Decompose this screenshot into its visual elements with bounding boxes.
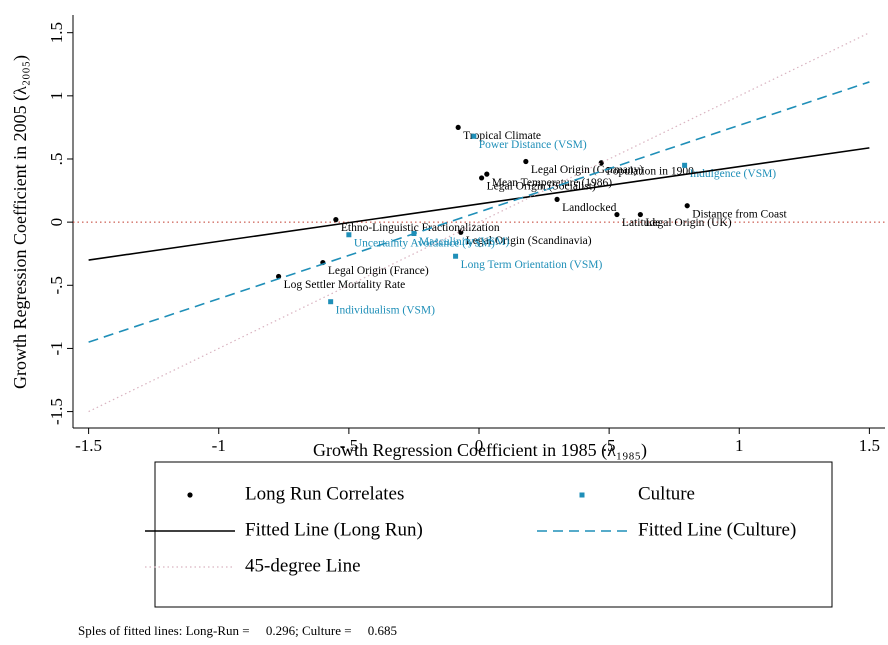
point-label: Log Settler Mortality Rate [284, 279, 406, 291]
point-label: Legal Origin (Socialist) [487, 181, 596, 193]
point [479, 175, 485, 181]
y-tick-label: 1.5 [47, 22, 66, 43]
point [328, 299, 334, 305]
legend-swatch [187, 492, 193, 498]
point-label: Legal Origin (UK) [645, 217, 731, 229]
point-label: Indulgence (VSM) [690, 168, 777, 180]
point [554, 196, 560, 202]
point [458, 229, 464, 235]
point-label: Ethno-Linguistic Fractionalization [341, 222, 500, 234]
x-tick-label: 1 [735, 436, 744, 455]
point [455, 124, 461, 131]
point-label: Legal Origin (Scandinavia) [466, 235, 592, 247]
y-axis-title: Growth Regression Coefficient in 2005 (λ… [10, 55, 31, 389]
point [598, 160, 604, 166]
y-tick-label: -1.5 [47, 398, 66, 425]
point-label: Latitude [622, 217, 660, 229]
point [684, 203, 690, 209]
point [614, 211, 620, 218]
x-tick-label: 1.5 [859, 436, 880, 455]
point [346, 232, 352, 238]
point-label: Population in 1900 [606, 165, 694, 177]
point [484, 171, 490, 177]
point-label: Landlocked [562, 202, 617, 214]
x-tick-label: -.5 [340, 436, 358, 455]
x-tick-label: -1 [212, 436, 226, 455]
note: Sples of fitted lines: Long-Run = 0.296;… [78, 623, 397, 638]
point [471, 133, 477, 139]
point [333, 217, 339, 223]
legend-label: Culture [638, 483, 695, 504]
fitted-line [88, 147, 870, 261]
point-label: Masculinity (VSM) [419, 236, 510, 248]
y-tick-label: 1 [47, 92, 66, 101]
point [523, 158, 529, 165]
legend-label: Fitted Line (Long Run) [245, 519, 423, 540]
point-label: Long Term Orientation (VSM) [461, 259, 603, 271]
y-tick-label: -1 [47, 341, 66, 355]
legend-swatch [579, 492, 585, 498]
x-tick-label: -1.5 [75, 436, 102, 455]
y-tick-label: .5 [47, 153, 66, 166]
point-label: Individualism (VSM) [336, 304, 436, 316]
x-tick-label: 0 [475, 436, 484, 455]
legend-label: Long Run Correlates [245, 483, 404, 504]
point-label: Uncertainty Avoidance (VSM) [354, 237, 495, 249]
legend-label: 45-degree Line [245, 555, 361, 576]
y-tick-label: -.5 [47, 276, 66, 294]
point-label: Power Distance (VSM) [479, 139, 587, 151]
point-label: Distance from Coast [692, 208, 787, 220]
point-label: Legal Origin (France) [328, 265, 429, 277]
legend-box [154, 461, 833, 608]
legend-label: Fitted Line (Culture) [638, 519, 796, 540]
point-label: Tropical Climate [463, 130, 541, 142]
fitted-line [88, 32, 870, 413]
point [682, 162, 688, 168]
point [453, 253, 459, 259]
point [637, 211, 643, 218]
x-tick-label: .5 [603, 436, 616, 455]
x-axis-title: Growth Regression Coefficient in 1985 (λ… [313, 440, 647, 461]
point-label: Mean Temperature (1986) [492, 177, 612, 189]
y-tick-label: 0 [47, 218, 66, 227]
fitted-line [88, 81, 870, 343]
